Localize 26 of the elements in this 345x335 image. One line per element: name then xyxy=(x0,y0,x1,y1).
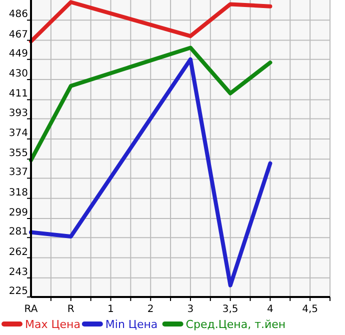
y-tick-label: 449 xyxy=(8,48,28,60)
x-tick-label: 4,5 xyxy=(302,304,318,315)
y-tick-label: 467 xyxy=(8,29,28,40)
y-tick-label: 393 xyxy=(8,108,28,119)
legend-label: Min Цена xyxy=(105,318,158,331)
x-tick-label: 4 xyxy=(267,304,274,315)
y-tick-label: 337 xyxy=(8,167,28,178)
y-tick-label: 225 xyxy=(8,286,28,297)
y-tick-label: 281 xyxy=(8,226,28,238)
y-tick-label: 299 xyxy=(8,208,28,219)
x-tick-label: RA xyxy=(24,304,38,315)
y-tick-label: 318 xyxy=(8,187,28,198)
x-tick-label: 2 xyxy=(147,304,154,315)
y-tick-label: 262 xyxy=(8,246,28,258)
x-tick-label: 3,5 xyxy=(222,304,238,315)
y-tick-label: 243 xyxy=(8,266,28,278)
y-tick-label: 486 xyxy=(8,9,28,20)
x-tick-label: 1 xyxy=(108,304,114,315)
y-tick-label: 430 xyxy=(8,68,28,80)
legend-label: Max Цена xyxy=(25,318,80,331)
y-tick-label: 355 xyxy=(8,148,28,160)
x-tick-label: 3 xyxy=(187,304,194,315)
x-tick-label: R xyxy=(67,304,74,315)
y-tick-label: 411 xyxy=(8,88,28,100)
y-tick-label: 374 xyxy=(8,128,28,139)
legend-label: Сред.Цена, т.йен xyxy=(186,318,286,331)
